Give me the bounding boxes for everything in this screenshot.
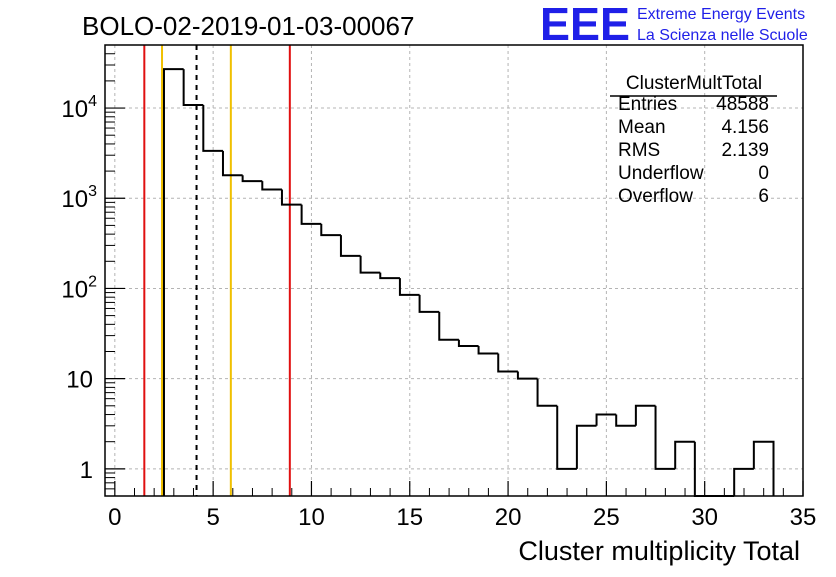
histogram-bin: [497, 353, 518, 373]
histogram-bin: [339, 235, 361, 257]
histogram-bin: [202, 105, 223, 152]
histogram-bin: [536, 378, 558, 407]
histogram-bin: [556, 405, 577, 470]
histogram-bin: [457, 339, 479, 348]
logo-line-2: La Scienza nelle Scuole: [637, 27, 808, 44]
y-tick-labels: 1 10 102 103 104: [61, 93, 97, 484]
stats-rows: Entries 48588 Mean 4.156 RMS 2.139 Underflow 0 O…: [618, 94, 769, 207]
histogram-bin: [182, 69, 204, 107]
grid-lines: [105, 45, 804, 496]
x-tick-label: 5: [206, 504, 219, 531]
stats-row-value: 0: [758, 163, 769, 184]
histogram-bin: [516, 371, 538, 380]
histogram-bin: [300, 204, 322, 225]
stats-row-label: Underflow: [618, 163, 704, 184]
x-tick-labels: 0 5 10 15 20 25 30 35: [108, 504, 816, 531]
stats-row-label: Entries: [618, 94, 677, 115]
histogram-bin: [595, 413, 617, 426]
histogram-bin: [379, 272, 400, 280]
y-tick-label: 104: [61, 93, 97, 123]
stats-box: ClusterMultTotal Entries 48588 Mean 4.156 RM…: [610, 73, 777, 207]
x-tick-label: 35: [790, 504, 817, 531]
stats-row-label: Mean: [618, 117, 666, 138]
histogram-bin: [162, 68, 184, 496]
x-tick-label: 25: [593, 504, 620, 531]
histogram-bin: [615, 414, 636, 427]
histogram-bars: [162, 68, 775, 497]
logo-mark: EEE: [540, 0, 630, 50]
axis-ticks: [105, 44, 804, 497]
stats-row-value: 48588: [716, 94, 769, 115]
y-tick-label: 103: [61, 183, 97, 213]
x-tick-label: 0: [108, 504, 121, 531]
histogram-bin: [418, 294, 440, 313]
histogram-bin: [359, 255, 381, 274]
histogram-bin: [261, 181, 282, 191]
histogram-bin: [634, 404, 656, 426]
plot-frame: [104, 44, 804, 497]
histogram-bin: [752, 440, 775, 496]
x-tick-label: 30: [691, 504, 718, 531]
x-tick-label: 10: [298, 504, 325, 531]
y-tick-label: 10: [66, 367, 93, 394]
x-tick-label: 15: [396, 504, 423, 531]
histogram-bin: [674, 440, 695, 469]
histogram-bin: [575, 424, 597, 469]
reference-lines: [143, 45, 291, 496]
histogram-bin: [438, 311, 459, 341]
stats-title: ClusterMultTotal: [626, 73, 762, 94]
histogram-bin: [280, 189, 302, 206]
histogram-bin: [221, 150, 243, 177]
stats-row-label: RMS: [618, 140, 660, 161]
stats-row-label: Overflow: [618, 186, 693, 207]
histogram-bin: [241, 175, 263, 183]
y-tick-label: 1: [80, 457, 93, 484]
histogram-bin: [654, 405, 676, 470]
histogram-bin: [477, 346, 499, 355]
stats-row-value: 4.156: [721, 117, 769, 138]
eee-logo: EEE Extreme Energy Events La Scienza nel…: [540, 0, 808, 50]
y-tick-label: 102: [61, 273, 97, 303]
histogram-bin: [398, 278, 420, 296]
page-title: BOLO-02-2019-01-03-00067: [82, 11, 414, 41]
x-axis-title: Cluster multiplicity Total: [518, 536, 800, 566]
x-tick-label: 20: [495, 504, 522, 531]
stats-row-value: 6: [758, 186, 769, 207]
logo-line-1: Extreme Energy Events: [637, 6, 805, 23]
stats-row-value: 2.139: [721, 140, 769, 161]
histogram-bin: [320, 223, 341, 237]
histogram-bin: [733, 467, 754, 496]
